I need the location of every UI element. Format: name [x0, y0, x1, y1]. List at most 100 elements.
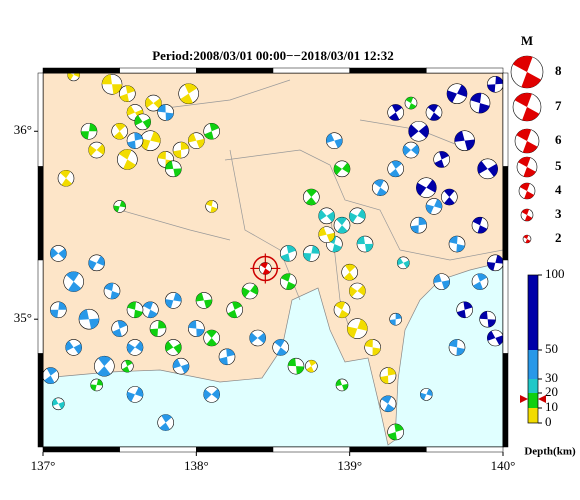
- legend-label: 2: [555, 230, 562, 245]
- colorbar-label: 20: [545, 384, 558, 399]
- beachball-quadrant: [219, 348, 235, 365]
- frame-bar: [42, 67, 120, 74]
- event: [111, 122, 128, 140]
- frame-bar: [272, 67, 350, 74]
- frame-bar: [272, 446, 350, 453]
- event: [80, 122, 98, 140]
- event: [356, 235, 374, 253]
- beachball-quadrant: [305, 189, 317, 206]
- event: [111, 320, 128, 337]
- frame-bar: [426, 446, 504, 453]
- lat-tick-label: 35°: [14, 310, 32, 325]
- event: [121, 359, 134, 373]
- event: [94, 355, 115, 377]
- beachball-quadrant: [416, 179, 437, 196]
- frame-bar: [502, 72, 509, 167]
- beachball-quadrant: [143, 301, 158, 318]
- event: [140, 130, 161, 151]
- beachball-quadrant: [449, 339, 465, 356]
- beachball-quadrant: [336, 217, 348, 234]
- beachball-quadrant: [180, 83, 198, 104]
- event: [448, 235, 466, 253]
- beachball-quadrant: [380, 367, 396, 384]
- beachball-quadrant: [357, 236, 373, 252]
- event: [487, 75, 503, 93]
- beachball-quadrant: [408, 124, 429, 138]
- beachball-quadrant: [134, 115, 151, 129]
- event: [441, 188, 458, 206]
- beachball-quadrant: [519, 182, 535, 200]
- event: [50, 245, 67, 262]
- depth-label: Depth(km): [524, 446, 576, 458]
- beachball-quadrant: [88, 144, 105, 156]
- beachball-quadrant: [434, 151, 449, 168]
- event: [333, 160, 351, 178]
- event: [78, 308, 100, 330]
- lon-tick-label: 140°: [491, 458, 516, 473]
- event: [126, 339, 144, 356]
- event: [454, 130, 475, 151]
- beachball-quadrant: [127, 387, 143, 402]
- event: [88, 254, 105, 272]
- event: [178, 83, 199, 104]
- event: [387, 423, 404, 441]
- colorbar-segment: [528, 379, 538, 393]
- colorbar-label: 30: [545, 370, 558, 385]
- beachball-quadrant: [349, 285, 366, 297]
- legend-label: 4: [555, 182, 562, 197]
- frame-bar: [119, 446, 197, 453]
- event: [347, 318, 368, 339]
- colorbar-segment: [528, 275, 538, 350]
- event: [364, 339, 381, 356]
- event: [188, 132, 205, 149]
- beachball-quadrant: [288, 358, 304, 375]
- beachball-quadrant: [306, 360, 317, 373]
- event: [477, 158, 498, 180]
- beachball-quadrant: [280, 245, 296, 262]
- frame-bar: [502, 166, 509, 261]
- legend-label: 7: [555, 98, 562, 113]
- beachball-quadrant: [112, 320, 127, 337]
- beachball-quadrant: [88, 255, 105, 270]
- beachball-quadrant: [433, 274, 450, 290]
- event: [404, 96, 418, 110]
- beachball-quadrant: [318, 209, 335, 222]
- colorbar-label: 0: [545, 414, 552, 429]
- beachball-quadrant: [326, 133, 343, 148]
- beachball-quadrant: [104, 283, 120, 300]
- beachball-quadrant: [67, 73, 80, 81]
- beachball-quadrant: [410, 217, 427, 234]
- event: [372, 179, 389, 196]
- beachball-quadrant: [145, 97, 162, 109]
- beachball-quadrant: [449, 236, 465, 253]
- beachball-quadrant: [50, 301, 67, 318]
- beachball-quadrant: [347, 319, 368, 338]
- event: [88, 141, 105, 159]
- colorbar-label: 50: [545, 341, 558, 356]
- event: [145, 94, 162, 112]
- event: [333, 301, 351, 319]
- beachball-quadrant: [165, 292, 182, 309]
- event: [218, 348, 236, 366]
- beachball-quadrant: [470, 93, 490, 114]
- event: [333, 216, 351, 234]
- event: [134, 113, 151, 131]
- sea: [43, 261, 503, 447]
- event: [226, 301, 243, 319]
- beachball-quadrant: [349, 209, 366, 223]
- beachball-quadrant: [118, 149, 136, 170]
- event: [425, 104, 443, 121]
- beachball-quadrant: [206, 329, 218, 346]
- event: [241, 282, 259, 300]
- event: [50, 301, 67, 319]
- beachball-quadrant: [518, 157, 536, 177]
- event: [446, 83, 468, 104]
- event: [65, 339, 82, 356]
- legend-ball: [516, 156, 538, 178]
- frame-bar: [349, 446, 427, 453]
- event: [479, 310, 496, 328]
- beachball-quadrant: [420, 388, 433, 400]
- beachball-quadrant: [113, 123, 126, 140]
- event: [188, 320, 205, 337]
